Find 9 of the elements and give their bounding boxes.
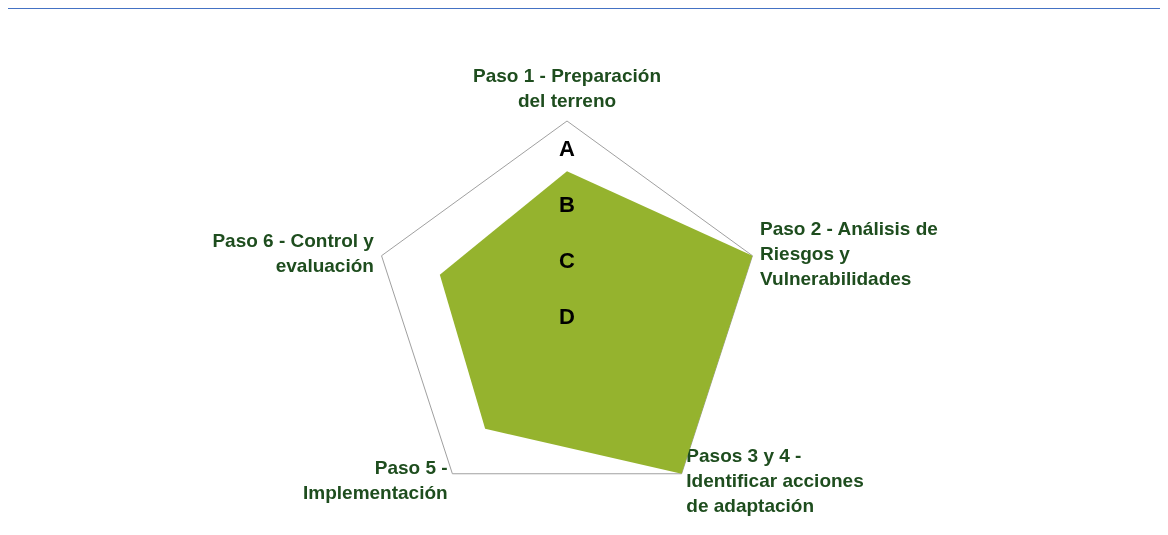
y-tick-label: D xyxy=(559,303,575,329)
y-tick-label: A xyxy=(559,136,576,162)
spoke-label: Paso 5 - Implementación xyxy=(303,457,448,504)
y-tick-label: C xyxy=(559,247,576,273)
spoke-label: Paso 6 - Control y evaluación xyxy=(212,230,375,277)
spoke-label: Pasos 3 y 4 - Identificar acciones de adaptación xyxy=(686,444,864,516)
spoke-label: Paso 2 - Análisis de Riesgos y Vulnerabilidades xyxy=(760,217,938,289)
y-tick-label: B xyxy=(559,192,575,218)
spoke-label: Paso 1 - Preparación del terreno xyxy=(473,65,661,111)
